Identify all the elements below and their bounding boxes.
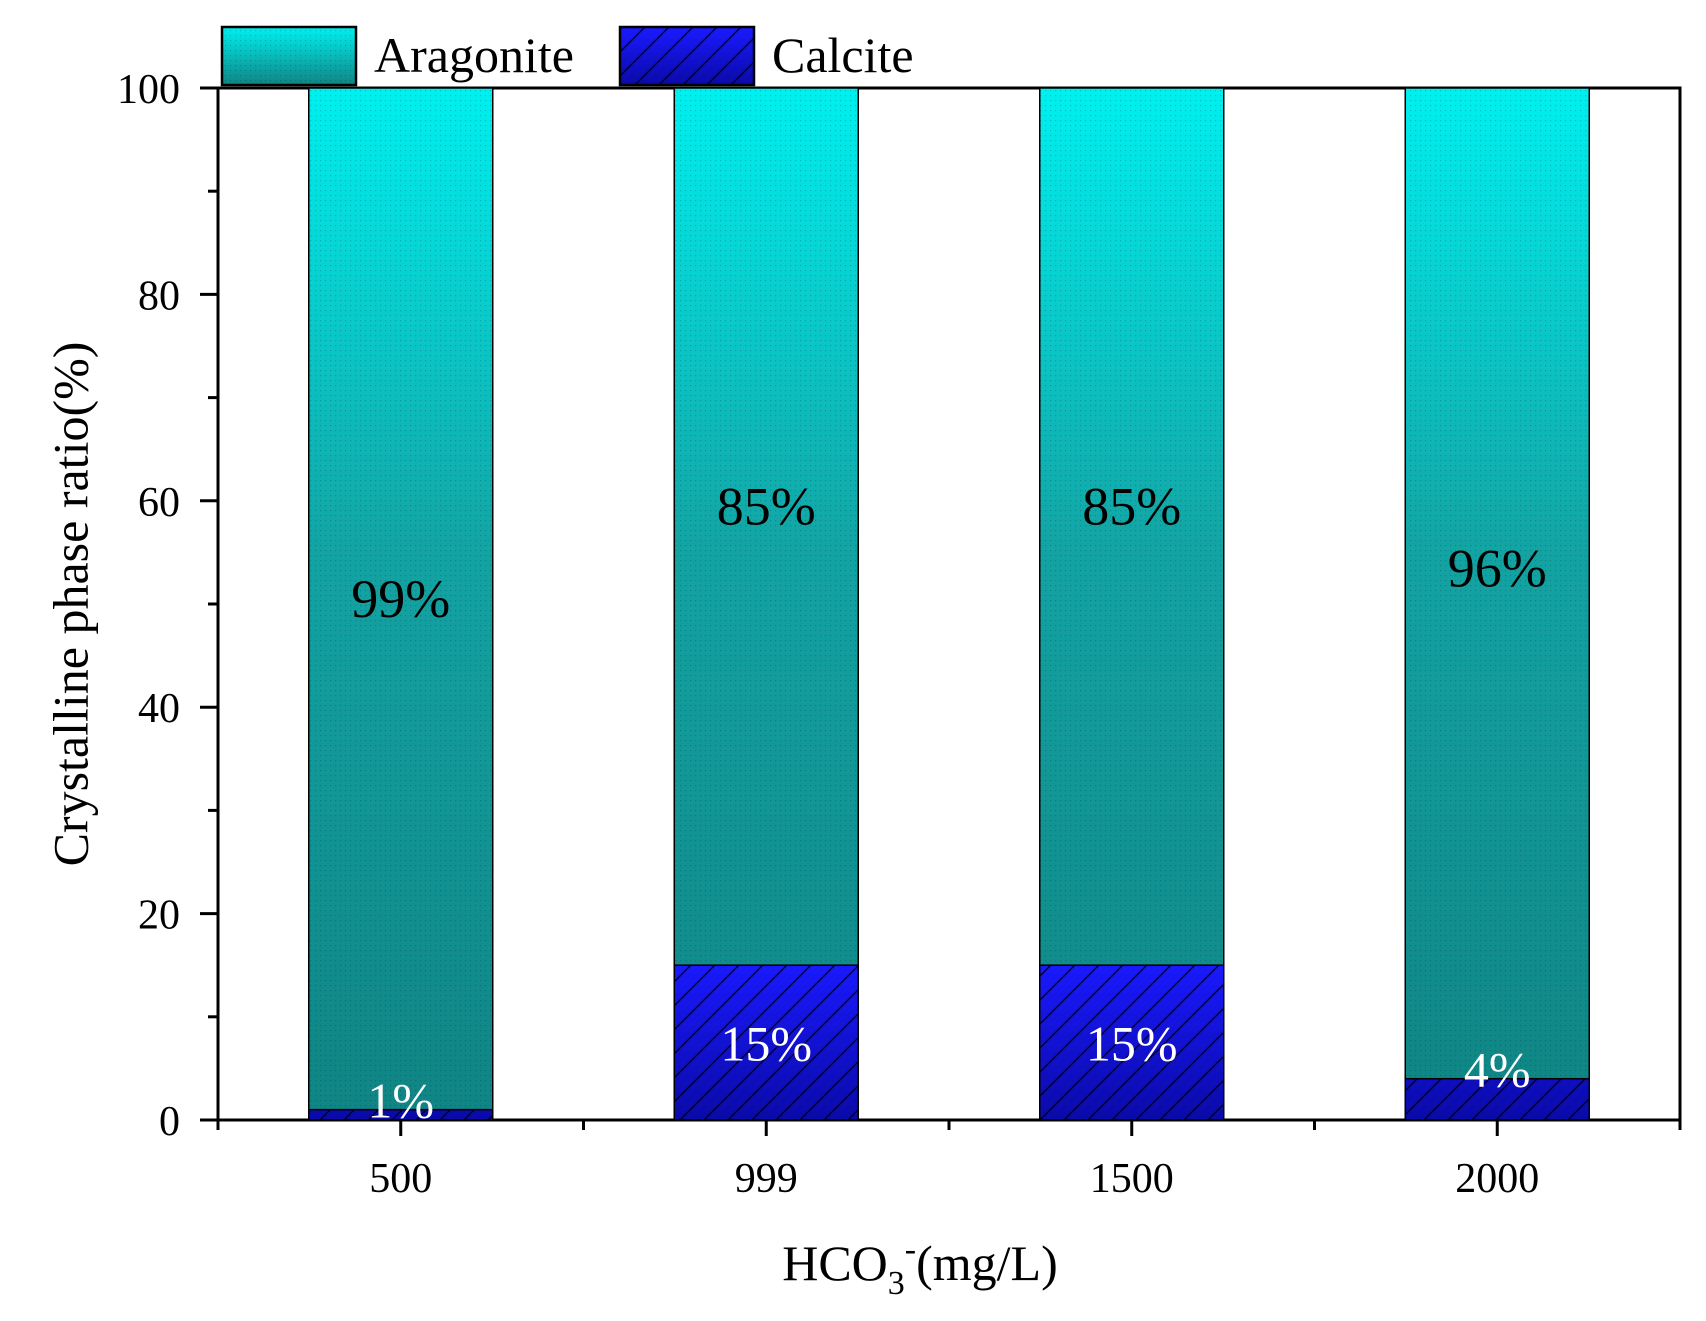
bar-aragonite-texture-2000 — [1405, 88, 1590, 1079]
label-calcite-500: 1% — [367, 1073, 434, 1129]
y-tick-label-80: 80 — [138, 273, 180, 319]
x-axis-label-sup: - — [905, 1231, 916, 1268]
bar-calcite-texture-999 — [674, 965, 859, 1120]
bar-aragonite-texture-1500 — [1039, 88, 1224, 966]
x-axis-label-tail: (mg/L) — [916, 1235, 1058, 1291]
x-axis-label-base: HCO — [782, 1235, 888, 1291]
label-calcite-999: 15% — [720, 1016, 812, 1072]
label-aragonite-1500: 85% — [1082, 477, 1181, 537]
x-tick-label-999: 999 — [735, 1156, 798, 1202]
label-aragonite-500: 99% — [351, 569, 450, 629]
x-tick-label-2000: 2000 — [1455, 1156, 1539, 1202]
y-tick-label-60: 60 — [138, 480, 180, 526]
x-tick-label-1500: 1500 — [1090, 1156, 1174, 1202]
y-tick-label-0: 0 — [159, 1099, 180, 1145]
plot-area: 99% 1% 85% 15% 85% 15% 96% 4% — [216, 86, 1682, 1129]
bar-aragonite-texture-500 — [308, 88, 493, 1110]
x-axis-label-sub: 3 — [888, 1265, 905, 1302]
legend-label-aragonite: Aragonite — [374, 27, 574, 83]
label-calcite-1500: 15% — [1086, 1016, 1178, 1072]
label-calcite-2000: 4% — [1464, 1042, 1531, 1098]
x-axis-label: HCO3-(mg/L) — [782, 1231, 1058, 1302]
label-aragonite-2000: 96% — [1448, 538, 1547, 598]
bars — [308, 87, 1590, 1121]
bar-calcite-texture-1500 — [1039, 965, 1224, 1120]
legend-swatch-aragonite-texture — [222, 27, 356, 85]
bar-calcite-texture-500 — [308, 1109, 493, 1120]
x-axis: 500 999 1500 2000 — [216, 1120, 1682, 1202]
y-tick-label-20: 20 — [138, 893, 180, 939]
legend-swatch-calcite-texture — [620, 27, 754, 85]
legend: Aragonite Calcite — [220, 25, 914, 87]
y-axis-label: Crystalline phase ratio(%) — [42, 342, 98, 867]
y-tick-label-40: 40 — [138, 686, 180, 732]
legend-label-calcite: Calcite — [772, 27, 914, 83]
bar-calcite-texture-2000 — [1405, 1078, 1590, 1120]
bar-labels: 99% 1% 85% 15% 85% 15% 96% 4% — [351, 477, 1546, 1129]
y-tick-label-100: 100 — [117, 67, 180, 113]
x-tick-label-500: 500 — [369, 1156, 432, 1202]
label-aragonite-999: 85% — [717, 477, 816, 537]
y-axis: 0 20 40 60 80 100 — [117, 67, 218, 1145]
bar-aragonite-texture-999 — [674, 88, 859, 966]
